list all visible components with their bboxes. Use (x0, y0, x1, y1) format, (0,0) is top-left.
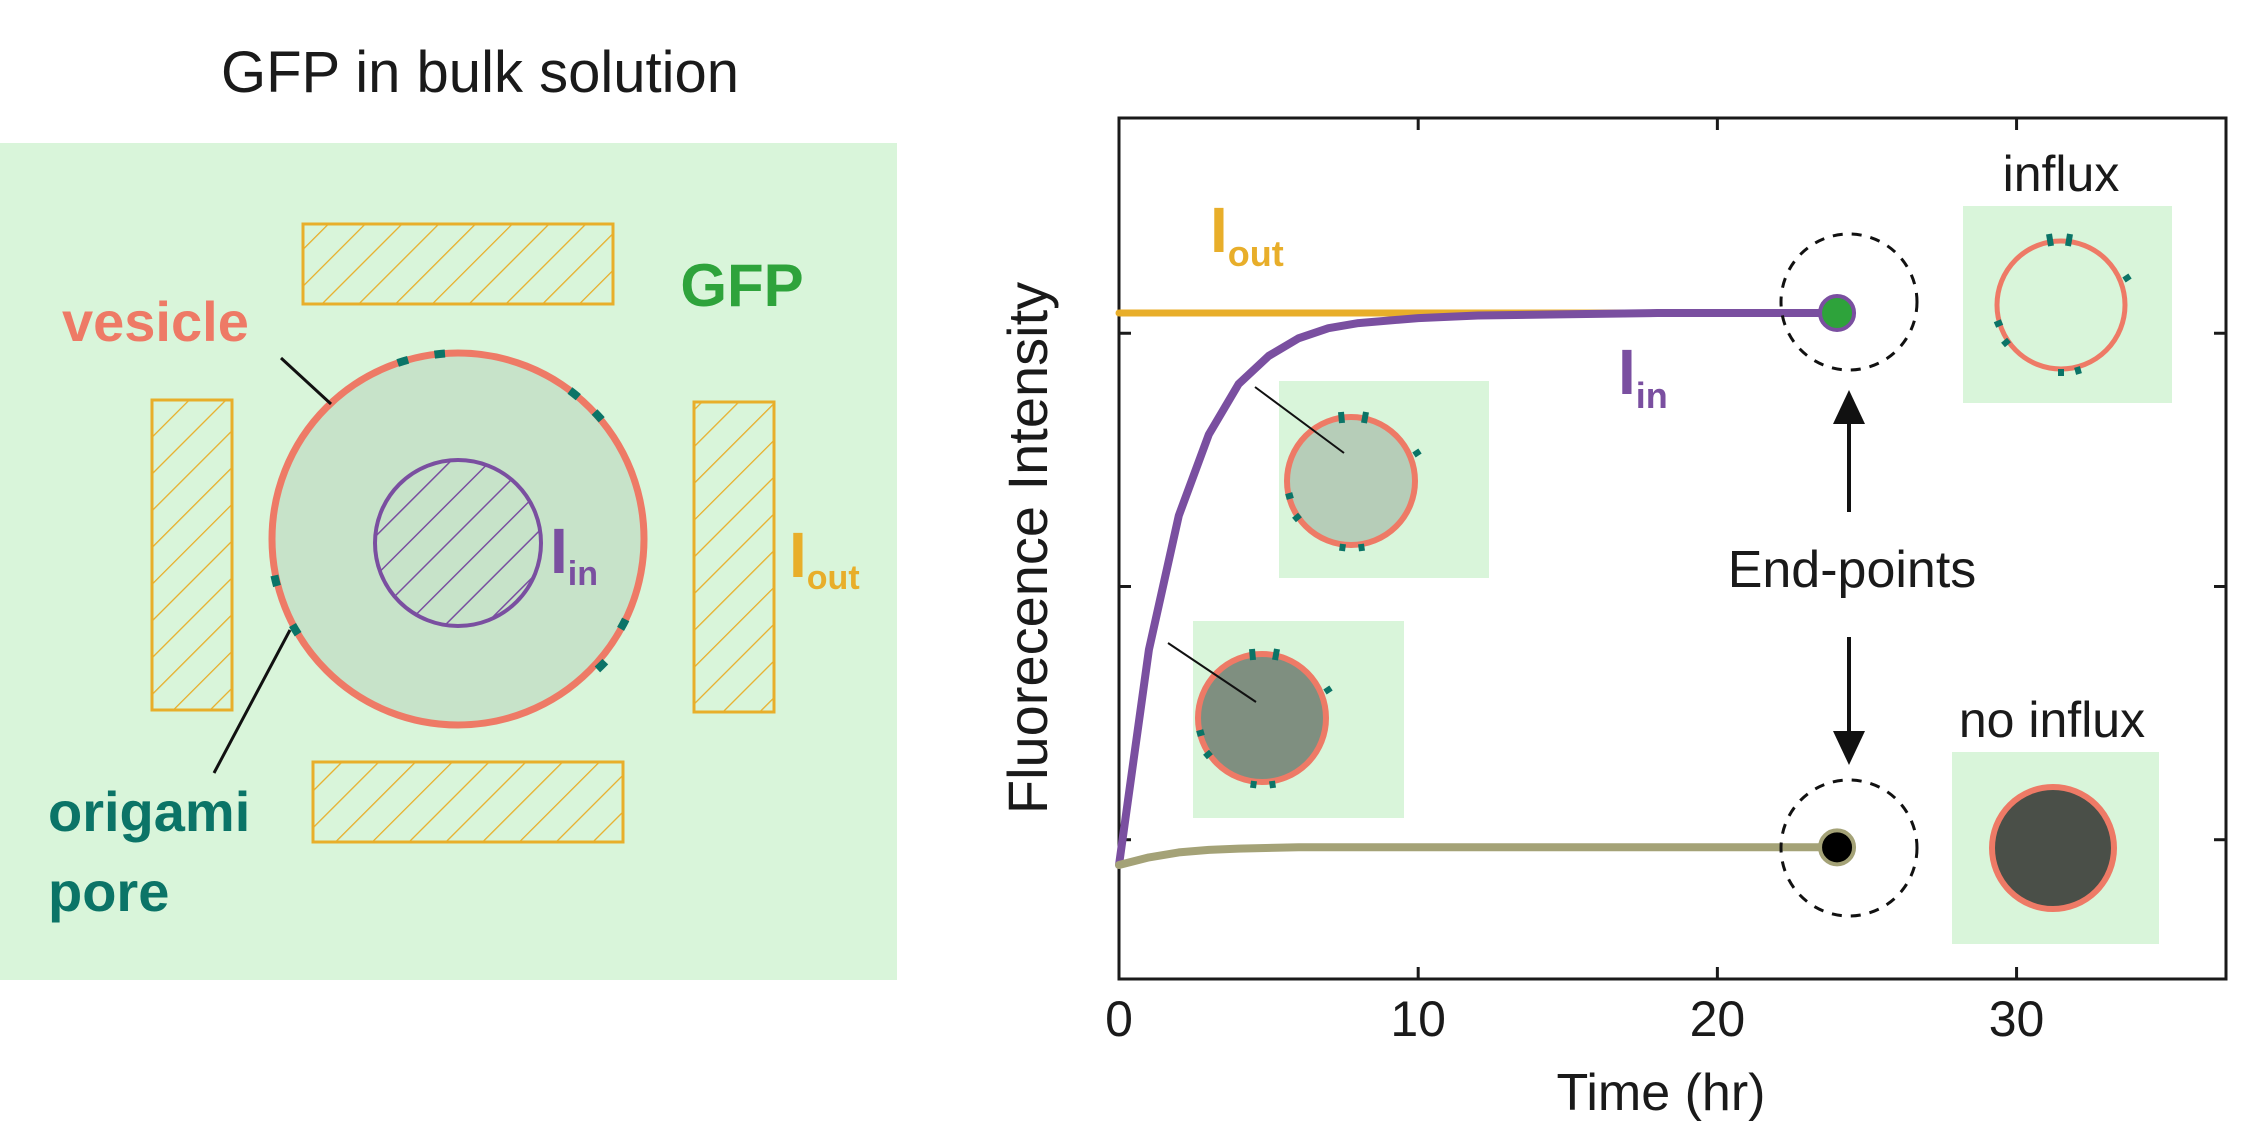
left-i-in-label: Iin (550, 515, 598, 593)
x-tick-label: 0 (1105, 991, 1133, 1047)
i-in-region (373, 458, 543, 628)
chart-i-in-label: Iin (1618, 336, 1668, 416)
left-panel-title: GFP in bulk solution (221, 40, 739, 105)
origami-pore-label-line2: pore (48, 860, 169, 923)
origami-pores (270, 349, 630, 673)
x-tick-labels: 0 10 20 30 (1105, 991, 2044, 1047)
inset-intermediate-mid (1254, 381, 1489, 578)
x-tick-label: 10 (1390, 991, 1446, 1047)
arrow-up (1833, 390, 1865, 512)
chart: 0 10 20 30 Time (hr) Fluorecence Intensity … (996, 116, 2228, 1122)
x-axis-label: Time (hr) (1557, 1064, 1766, 1122)
hatch-box-top (301, 222, 615, 306)
chart-i-out-label: Iout (1210, 194, 1284, 274)
x-tick-label: 30 (1989, 991, 2045, 1047)
inset-influx (1963, 206, 2172, 403)
end-point-ring-top (1779, 232, 1919, 372)
pore-pointer (212, 629, 292, 774)
end-point-marker (1818, 293, 1857, 332)
origami-pore-label-line1: origami (48, 780, 250, 843)
x-ticks (1117, 118, 2019, 979)
vesicle-label: vesicle (62, 290, 249, 353)
series-line-2 (1115, 843, 1842, 869)
inset-no-influx (1952, 752, 2159, 944)
hatch-box-right (692, 400, 776, 714)
influx-label: influx (2003, 146, 2120, 202)
end-point-marker (1818, 828, 1857, 867)
series-layer (1115, 309, 1842, 869)
left-panel: GFP in bulk solution GFP vesicle origami… (0, 40, 897, 980)
end-points-layer (1818, 293, 1857, 867)
end-points-label: End-points (1728, 541, 1977, 599)
inset-intermediate-dark (1167, 621, 1404, 818)
hatch-box-bottom (311, 760, 625, 844)
series-line-1 (1115, 309, 1842, 869)
hatch-box-left (150, 398, 234, 712)
plot-frame (1117, 116, 2228, 981)
x-tick-label: 20 (1690, 991, 1746, 1047)
left-i-out-label: Iout (789, 519, 860, 597)
vesicle-pointer (279, 356, 333, 406)
end-point-ring-bottom (1779, 778, 1919, 918)
arrow-down (1833, 637, 1865, 765)
no-influx-label: no influx (1959, 692, 2145, 748)
gfp-label: GFP (680, 252, 803, 319)
y-axis-label: Fluorecence Intensity (996, 282, 1059, 814)
